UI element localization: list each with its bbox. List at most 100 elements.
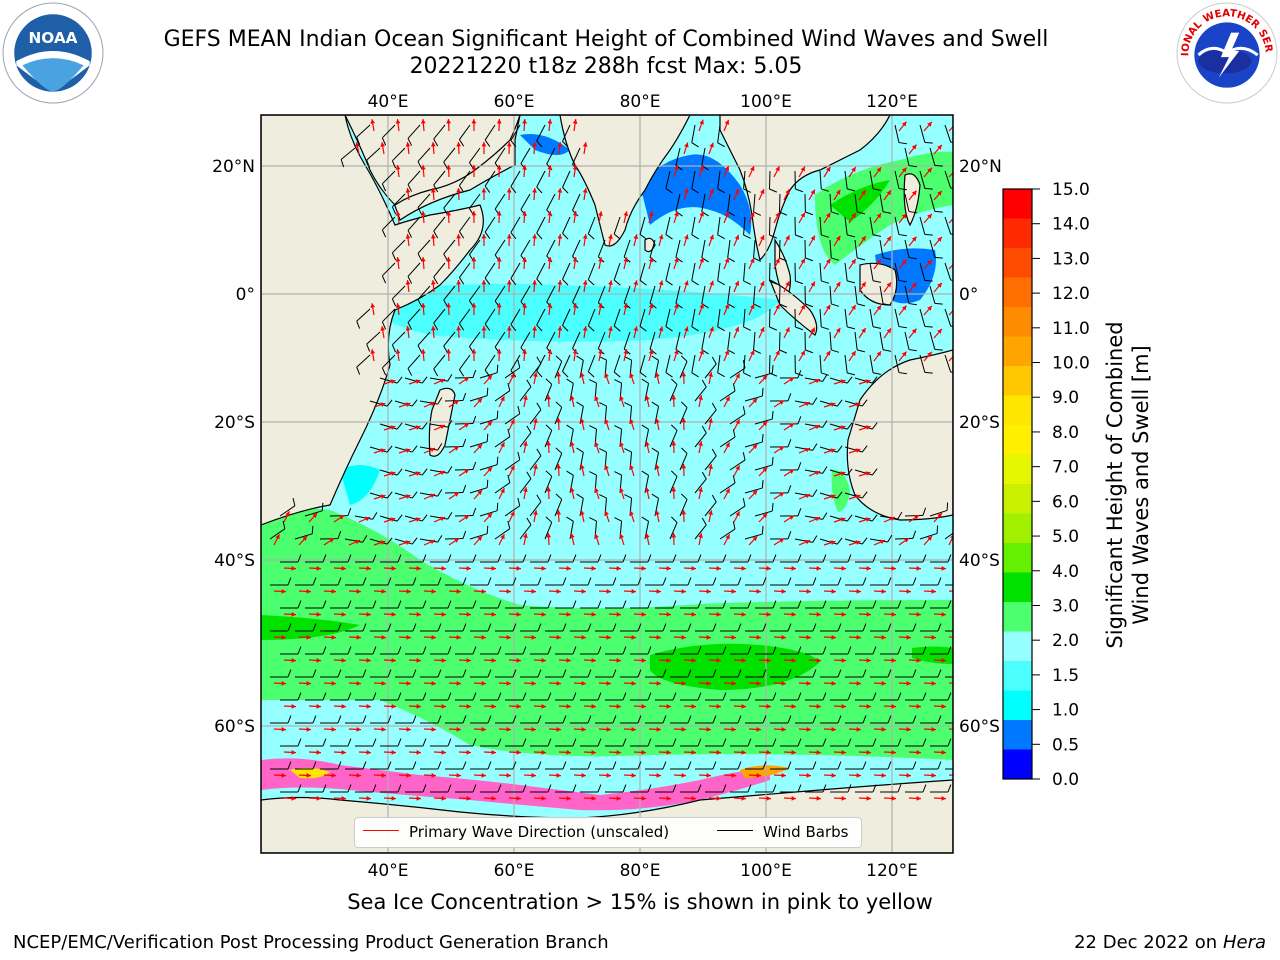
wind-barb — [407, 262, 421, 284]
wave-arrow — [308, 703, 322, 709]
wind-barb — [544, 516, 553, 540]
wind-barb — [894, 530, 917, 540]
wave-arrow — [473, 634, 487, 640]
wave-arrow — [733, 657, 747, 663]
wind-barb — [944, 354, 953, 373]
wind-barb — [433, 308, 446, 331]
wind-barb — [651, 447, 660, 471]
wave-arrow — [456, 187, 462, 201]
wind-barb — [904, 193, 917, 214]
colorbar-frame — [1002, 188, 1033, 780]
wave-arrow — [673, 257, 679, 270]
colorbar-tick-label: 8.0 — [1052, 423, 1079, 443]
wind-barb — [433, 262, 446, 285]
wind-barb — [429, 512, 453, 520]
lat-label: 40°S — [959, 551, 1000, 571]
wave-arrow — [708, 749, 722, 755]
wind-barb — [854, 331, 866, 353]
wind-barb — [330, 554, 352, 563]
wave-arrow — [673, 726, 687, 732]
wind-barb — [820, 715, 842, 724]
wind-barb — [420, 761, 442, 770]
wave-arrow — [533, 510, 538, 523]
wind-barb — [570, 577, 592, 586]
wind-barb — [420, 577, 442, 586]
wave-arrow — [522, 118, 527, 132]
wind-barb — [929, 502, 949, 517]
wave-arrow — [430, 141, 436, 155]
wave-arrow — [783, 611, 797, 617]
southeast-asia-land — [719, 115, 891, 262]
wind-barb — [370, 669, 392, 678]
wind-barb — [536, 170, 546, 194]
wind-barb — [395, 577, 417, 586]
wave-arrow — [533, 372, 538, 385]
colorbar-segment — [1003, 454, 1032, 485]
wind-barb — [719, 475, 736, 494]
wind-barb — [845, 761, 867, 770]
wind-barb — [369, 445, 393, 453]
wave-arrow — [598, 303, 603, 316]
wind-barb — [641, 516, 650, 540]
wave-arrow — [483, 749, 497, 755]
wind-barb — [649, 239, 657, 263]
wind-barb — [470, 669, 492, 678]
wave-arrow — [898, 537, 910, 546]
wind-barb — [717, 262, 725, 286]
wind-barb — [794, 308, 804, 331]
wave-arrow — [273, 680, 287, 686]
sea-ice-yellow — [290, 767, 330, 779]
wave-arrow — [448, 634, 462, 640]
wave-arrow — [858, 281, 867, 293]
colorbar-tick-label: 6.0 — [1052, 492, 1079, 512]
wind-barb — [895, 761, 917, 770]
wind-barb — [495, 761, 517, 770]
wind-barb — [717, 124, 725, 148]
lon-label: 80°E — [620, 92, 661, 112]
noaa-logo: NOAA — [2, 2, 104, 104]
wind-barb — [680, 784, 702, 793]
wave-arrow — [348, 772, 362, 778]
wave-arrow — [408, 749, 422, 755]
wave-arrow — [808, 565, 822, 571]
wind-barb — [613, 308, 621, 332]
wave-arrow — [783, 657, 797, 663]
wind-barb — [570, 761, 592, 770]
wave-arrow — [683, 234, 689, 247]
wind-barb — [445, 669, 467, 678]
wave-arrow — [848, 304, 857, 316]
wave-arrow — [483, 795, 497, 801]
wind-barb — [844, 262, 856, 284]
wind-barb — [504, 359, 521, 379]
wind-barb — [845, 577, 867, 586]
wave-arrow — [823, 350, 831, 362]
wind-barb — [754, 503, 774, 517]
legend-black-line — [717, 830, 753, 831]
gridlines — [261, 115, 953, 853]
wave-arrow — [773, 304, 780, 316]
wind-barb — [433, 124, 446, 147]
wave-arrow — [496, 210, 502, 224]
wind-barb — [433, 216, 446, 239]
wind-barb — [855, 646, 877, 655]
wind-barb — [694, 471, 707, 494]
wave-arrow — [783, 795, 797, 801]
wave-arrow — [298, 772, 312, 778]
wind-barb — [930, 646, 952, 655]
wind-barb — [755, 554, 777, 563]
wave-arrow — [733, 188, 740, 201]
wave-arrow — [908, 749, 922, 755]
wind-barb — [844, 491, 868, 499]
wave-arrow — [283, 565, 297, 571]
wave-arrow — [773, 350, 780, 362]
wind-barb — [510, 308, 521, 332]
wind-barb — [545, 577, 567, 586]
wind-barb — [655, 646, 677, 655]
wind-barb — [920, 577, 942, 586]
wave-arrow — [395, 257, 401, 270]
wave-arrow — [608, 280, 613, 293]
wind-barb — [520, 761, 542, 770]
colorbar-segment — [1003, 572, 1032, 603]
wave-arrow — [733, 703, 747, 709]
wind-barb — [829, 285, 840, 307]
